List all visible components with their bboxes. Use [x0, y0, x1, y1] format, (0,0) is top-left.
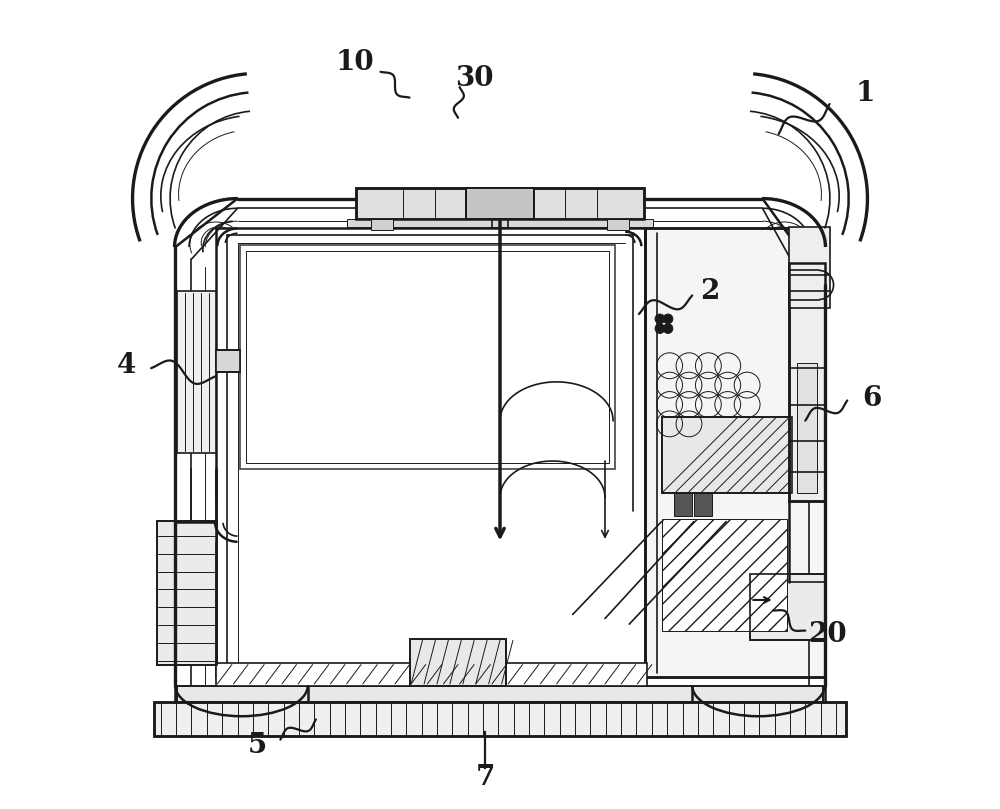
- Text: 30: 30: [455, 65, 493, 91]
- Bar: [466, 188, 534, 218]
- Bar: [607, 218, 629, 230]
- Bar: [750, 574, 825, 640]
- Bar: [240, 244, 615, 469]
- Bar: [216, 663, 647, 685]
- Bar: [662, 417, 792, 493]
- Bar: [662, 519, 787, 631]
- Bar: [410, 639, 506, 685]
- Bar: [645, 228, 825, 677]
- Bar: [157, 521, 217, 664]
- Bar: [154, 701, 846, 735]
- Bar: [246, 251, 609, 463]
- Bar: [177, 685, 823, 701]
- Bar: [789, 263, 825, 502]
- Text: 10: 10: [335, 49, 374, 75]
- Bar: [347, 218, 653, 227]
- Circle shape: [663, 324, 673, 333]
- Bar: [789, 263, 825, 502]
- Text: 4: 4: [117, 352, 137, 379]
- Bar: [797, 362, 817, 493]
- Bar: [789, 227, 830, 307]
- Bar: [216, 349, 240, 372]
- Bar: [466, 188, 534, 218]
- Text: 2: 2: [700, 278, 720, 305]
- Bar: [356, 188, 644, 218]
- Circle shape: [655, 324, 665, 333]
- Bar: [177, 685, 823, 701]
- Bar: [356, 188, 644, 218]
- Text: 1: 1: [855, 80, 875, 107]
- Circle shape: [655, 314, 665, 324]
- Bar: [371, 218, 393, 230]
- Bar: [694, 493, 712, 516]
- Circle shape: [663, 314, 673, 324]
- Bar: [177, 291, 216, 453]
- Bar: [157, 521, 217, 664]
- Bar: [662, 417, 792, 493]
- Bar: [645, 228, 825, 677]
- Bar: [674, 493, 692, 516]
- Bar: [750, 574, 825, 640]
- Text: 6: 6: [862, 384, 881, 412]
- Text: 5: 5: [248, 732, 267, 759]
- Bar: [154, 701, 846, 735]
- Text: 7: 7: [476, 765, 495, 791]
- Text: 20: 20: [808, 621, 846, 648]
- Bar: [240, 244, 615, 469]
- Bar: [410, 639, 506, 685]
